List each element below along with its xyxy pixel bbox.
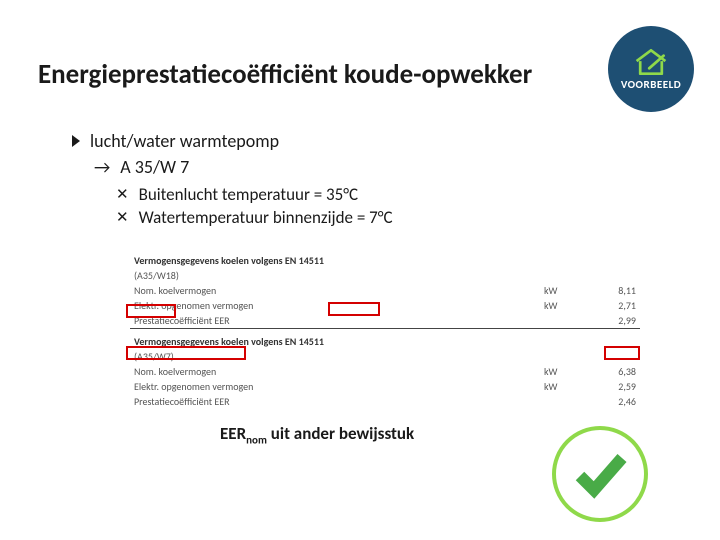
x-bullet-icon: ✕: [116, 208, 129, 227]
table-row: Nom. koelvermogenkW8,11: [130, 283, 640, 298]
spec-table-container: Vermogensgegevens koelen volgens EN 1451…: [130, 250, 640, 409]
badge-label: VOORBEELD: [621, 78, 681, 91]
checkmark-icon: [570, 444, 630, 504]
bullet-level3: ✕ Watertemperatuur binnenzijde = 7°C: [116, 207, 393, 228]
bullet-level1: lucht/water warmtepomp: [72, 130, 393, 152]
table-row: Elektr. opgenomen vermogenkW2,71: [130, 298, 640, 313]
checkmark-badge: [552, 426, 648, 522]
house-pencil-icon: [633, 48, 669, 76]
table-row: Elektr. opgenomen vermogenkW2,59: [130, 379, 640, 394]
page-title: Energieprestatiecoëfficiënt koude-opwekk…: [38, 58, 532, 91]
bullet-l2-text: A 35/W 7: [120, 156, 189, 178]
spec-table: Vermogensgegevens koelen volgens EN 1451…: [130, 250, 640, 409]
bullet-l3b-text: Watertemperatuur binnenzijde = 7°C: [139, 207, 393, 228]
x-bullet-icon: ✕: [116, 185, 129, 204]
bullet-level2: → A 35/W 7: [94, 156, 393, 178]
bullet-l3a-text: Buitenlucht temperatuur = 35°C: [139, 184, 359, 205]
table-row: Nom. koelvermogenkW6,38: [130, 364, 640, 379]
table-row: (A35/W18): [130, 268, 640, 283]
bullet-list: lucht/water warmtepomp → A 35/W 7 ✕ Buit…: [72, 130, 393, 230]
voorbeeld-badge: VOORBEELD: [608, 26, 694, 112]
caption-text: EERnom uit ander bewijsstuk: [220, 423, 414, 446]
arrow-bullet-icon: →: [94, 156, 110, 178]
bullet-level3: ✕ Buitenlucht temperatuur = 35°C: [116, 184, 393, 205]
table-row: (A35/W7): [130, 349, 640, 364]
bullet-l1-text: lucht/water warmtepomp: [90, 130, 279, 152]
triangle-bullet-icon: [72, 135, 80, 147]
table-row: Prestatiecoëfficiënt EER2,46: [130, 394, 640, 409]
table-section-header: Vermogensgegevens koelen volgens EN 1451…: [130, 331, 640, 349]
table-section-header: Vermogensgegevens koelen volgens EN 1451…: [130, 250, 640, 268]
table-row: Prestatiecoëfficiënt EER2,99: [130, 313, 640, 329]
